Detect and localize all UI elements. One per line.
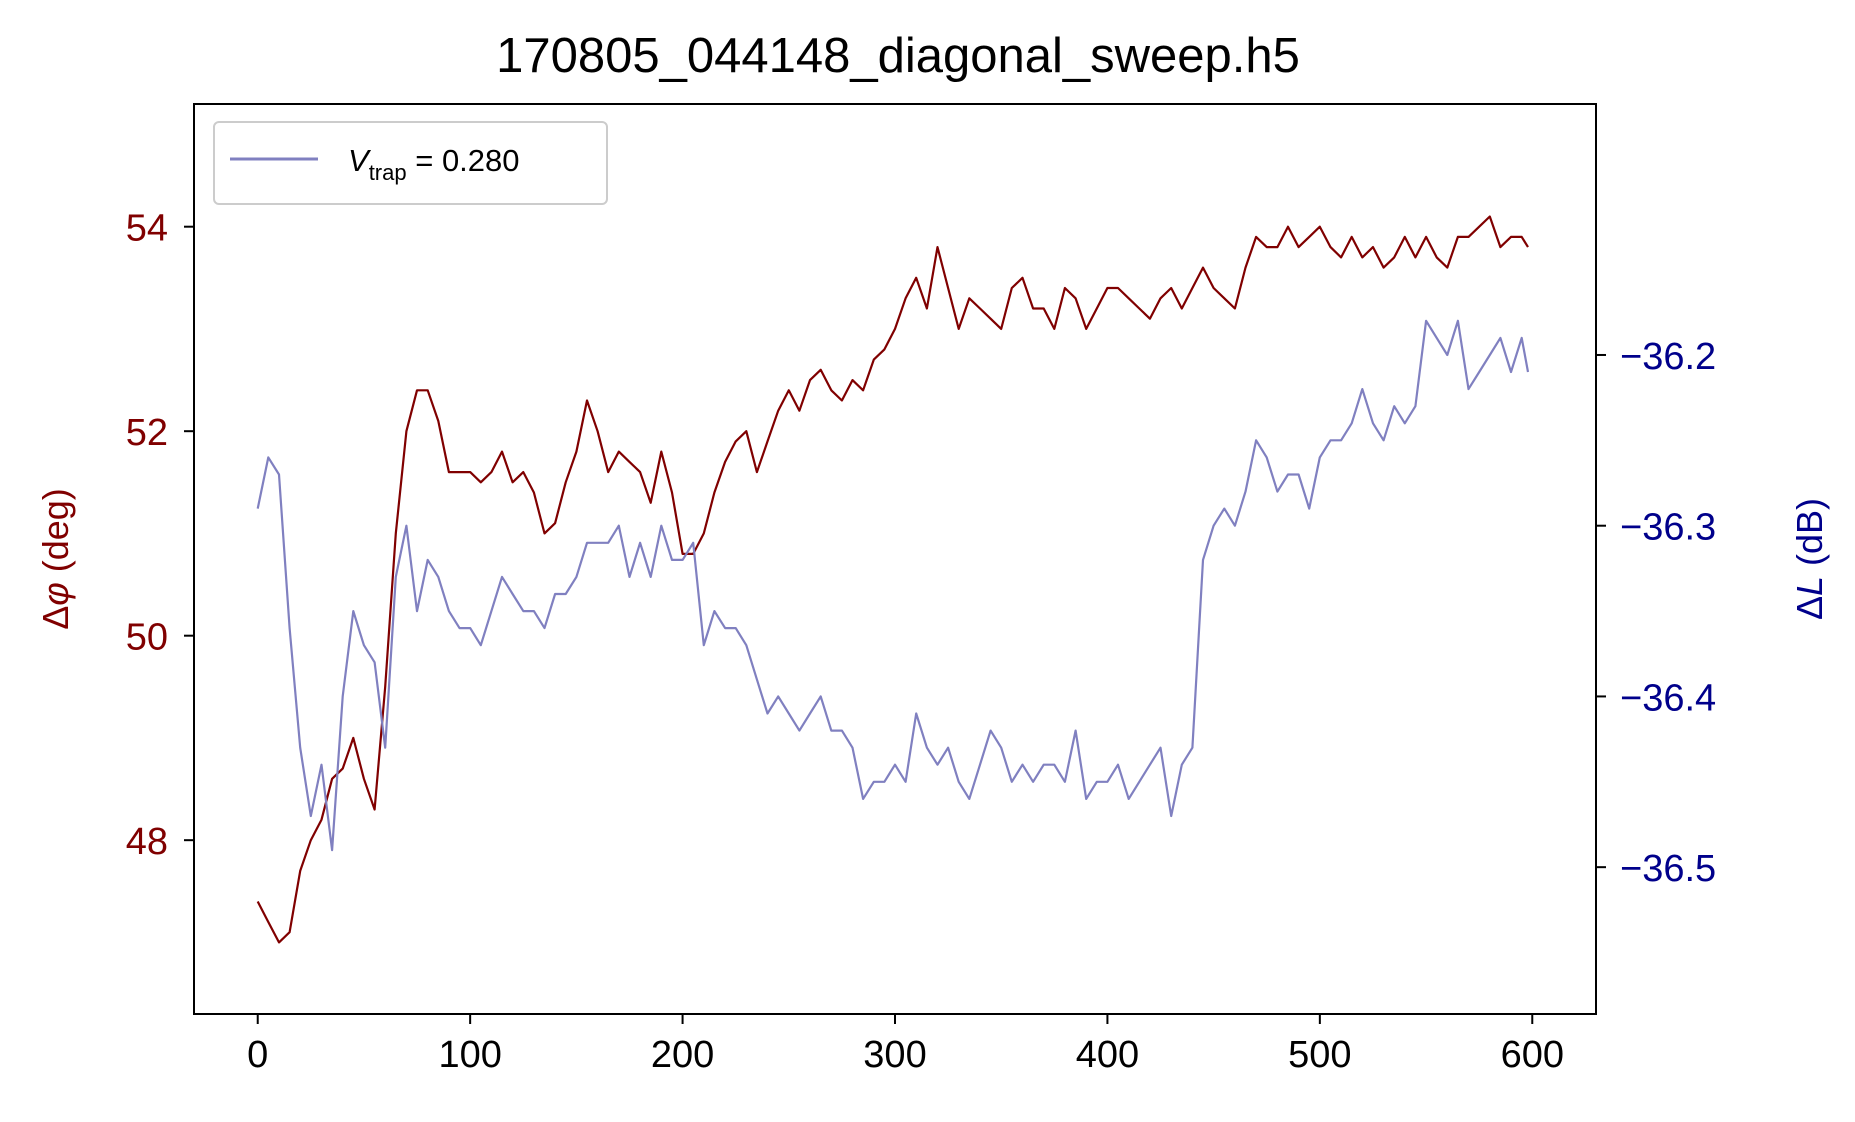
y-right-tick-label: −36.4 [1620, 677, 1716, 719]
legend: Vtrap = 0.280 [213, 121, 608, 205]
x-axis-ticks: 0 100 200 300 400 500 600 [247, 1014, 1564, 1076]
y-right-label-symbol: L [1789, 576, 1830, 596]
chart-title: 170805_044148_diagonal_sweep.h5 [496, 29, 1300, 83]
y-right-axis-ticks: −36.5 −36.4 −36.3 −36.2 [1596, 336, 1716, 890]
legend-sub: trap [369, 160, 407, 185]
y-right-tick-label: −36.2 [1620, 336, 1716, 378]
y-left-tick-label: 52 [126, 412, 168, 454]
y-right-tick-label: −36.3 [1620, 507, 1716, 549]
x-tick-label: 600 [1501, 1034, 1564, 1076]
y-right-axis-label: ΔL (dB) [1789, 498, 1830, 620]
y-left-tick-label: 50 [126, 617, 168, 659]
y-left-tick-label: 54 [126, 208, 168, 250]
legend-label: Vtrap = 0.280 [348, 143, 520, 185]
x-tick-label: 100 [438, 1034, 501, 1076]
y-right-label-prefix: Δ [1789, 596, 1830, 620]
x-tick-label: 500 [1288, 1034, 1351, 1076]
legend-var: V [348, 143, 372, 178]
legend-value: = 0.280 [407, 143, 520, 178]
y-right-label-unit: (dB) [1789, 498, 1830, 566]
x-tick-label: 400 [1076, 1034, 1139, 1076]
y-left-axis-label: Δφ (deg) [35, 488, 76, 630]
y-left-label-prefix: Δ [35, 606, 76, 630]
series-line-loss [256, 319, 1530, 852]
series-line-phase [256, 215, 1529, 944]
legend-box [213, 121, 608, 205]
x-tick-label: 200 [651, 1034, 714, 1076]
series-left-layer [256, 215, 1529, 944]
y-left-tick-label: 48 [126, 821, 168, 863]
y-right-tick-label: −36.5 [1620, 848, 1716, 890]
y-left-label-unit: (deg) [35, 488, 76, 572]
y-left-label-symbol: φ [35, 582, 76, 605]
y-left-axis-ticks: 48 50 52 54 [126, 208, 194, 863]
series-right-layer [256, 319, 1530, 852]
x-tick-label: 300 [863, 1034, 926, 1076]
x-tick-label: 0 [247, 1034, 268, 1076]
plot-frame [193, 103, 1597, 1015]
